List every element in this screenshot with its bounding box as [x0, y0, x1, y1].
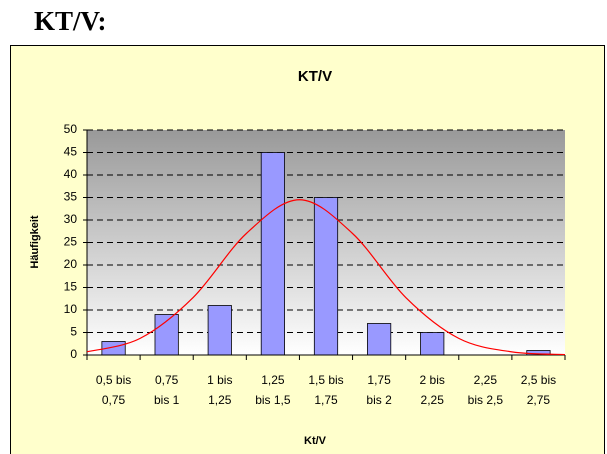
- x-tick-label: bis 2,5: [468, 393, 504, 407]
- x-tick-label: bis 2: [366, 393, 392, 407]
- x-tick-label: 1,75: [314, 393, 338, 407]
- y-tick-label: 40: [64, 167, 78, 181]
- heading: KT/V:: [34, 6, 107, 36]
- bar: [260, 152, 285, 356]
- bar: [420, 332, 445, 356]
- y-tick-label: 25: [64, 235, 78, 249]
- y-tick-label: 35: [64, 190, 78, 204]
- y-tick-label: 15: [64, 280, 78, 294]
- x-tick-label: bis 1: [154, 393, 180, 407]
- bar: [207, 305, 232, 356]
- x-tick-label: 1 bis: [207, 373, 232, 387]
- bar: [367, 323, 392, 356]
- chart-title: KT/V: [298, 68, 332, 85]
- y-tick-label: 5: [70, 325, 77, 339]
- x-tick-label: 2,25: [421, 393, 445, 407]
- x-tick-label: 2,5 bis: [521, 373, 556, 387]
- x-tick-label: 2,25: [474, 373, 498, 387]
- y-tick-label: 45: [64, 145, 78, 159]
- y-axis-title: Häufigkeit: [29, 215, 41, 269]
- y-tick-label: 30: [64, 212, 78, 226]
- y-tick-label: 0: [70, 347, 77, 361]
- x-tick-label: 0,75: [155, 373, 179, 387]
- x-tick-label: 2 bis: [420, 373, 445, 387]
- x-tick-label: bis 1,5: [255, 393, 291, 407]
- x-tick-label: 1,25: [208, 393, 232, 407]
- x-tick-label: 0,5 bis: [96, 373, 131, 387]
- x-tick-label: 1,25: [261, 373, 285, 387]
- y-tick-label: 20: [64, 257, 78, 271]
- y-tick-label: 50: [64, 122, 78, 136]
- x-axis-title: Kt/V: [304, 435, 327, 447]
- y-tick-label: 10: [64, 302, 78, 316]
- bar: [313, 197, 339, 356]
- x-tick-label: 2,75: [527, 393, 551, 407]
- x-tick-label: 1,5 bis: [308, 373, 343, 387]
- x-tick-label: 0,75: [102, 393, 126, 407]
- fit-curve: [86, 199, 566, 356]
- x-tick-label: 1,75: [367, 373, 391, 387]
